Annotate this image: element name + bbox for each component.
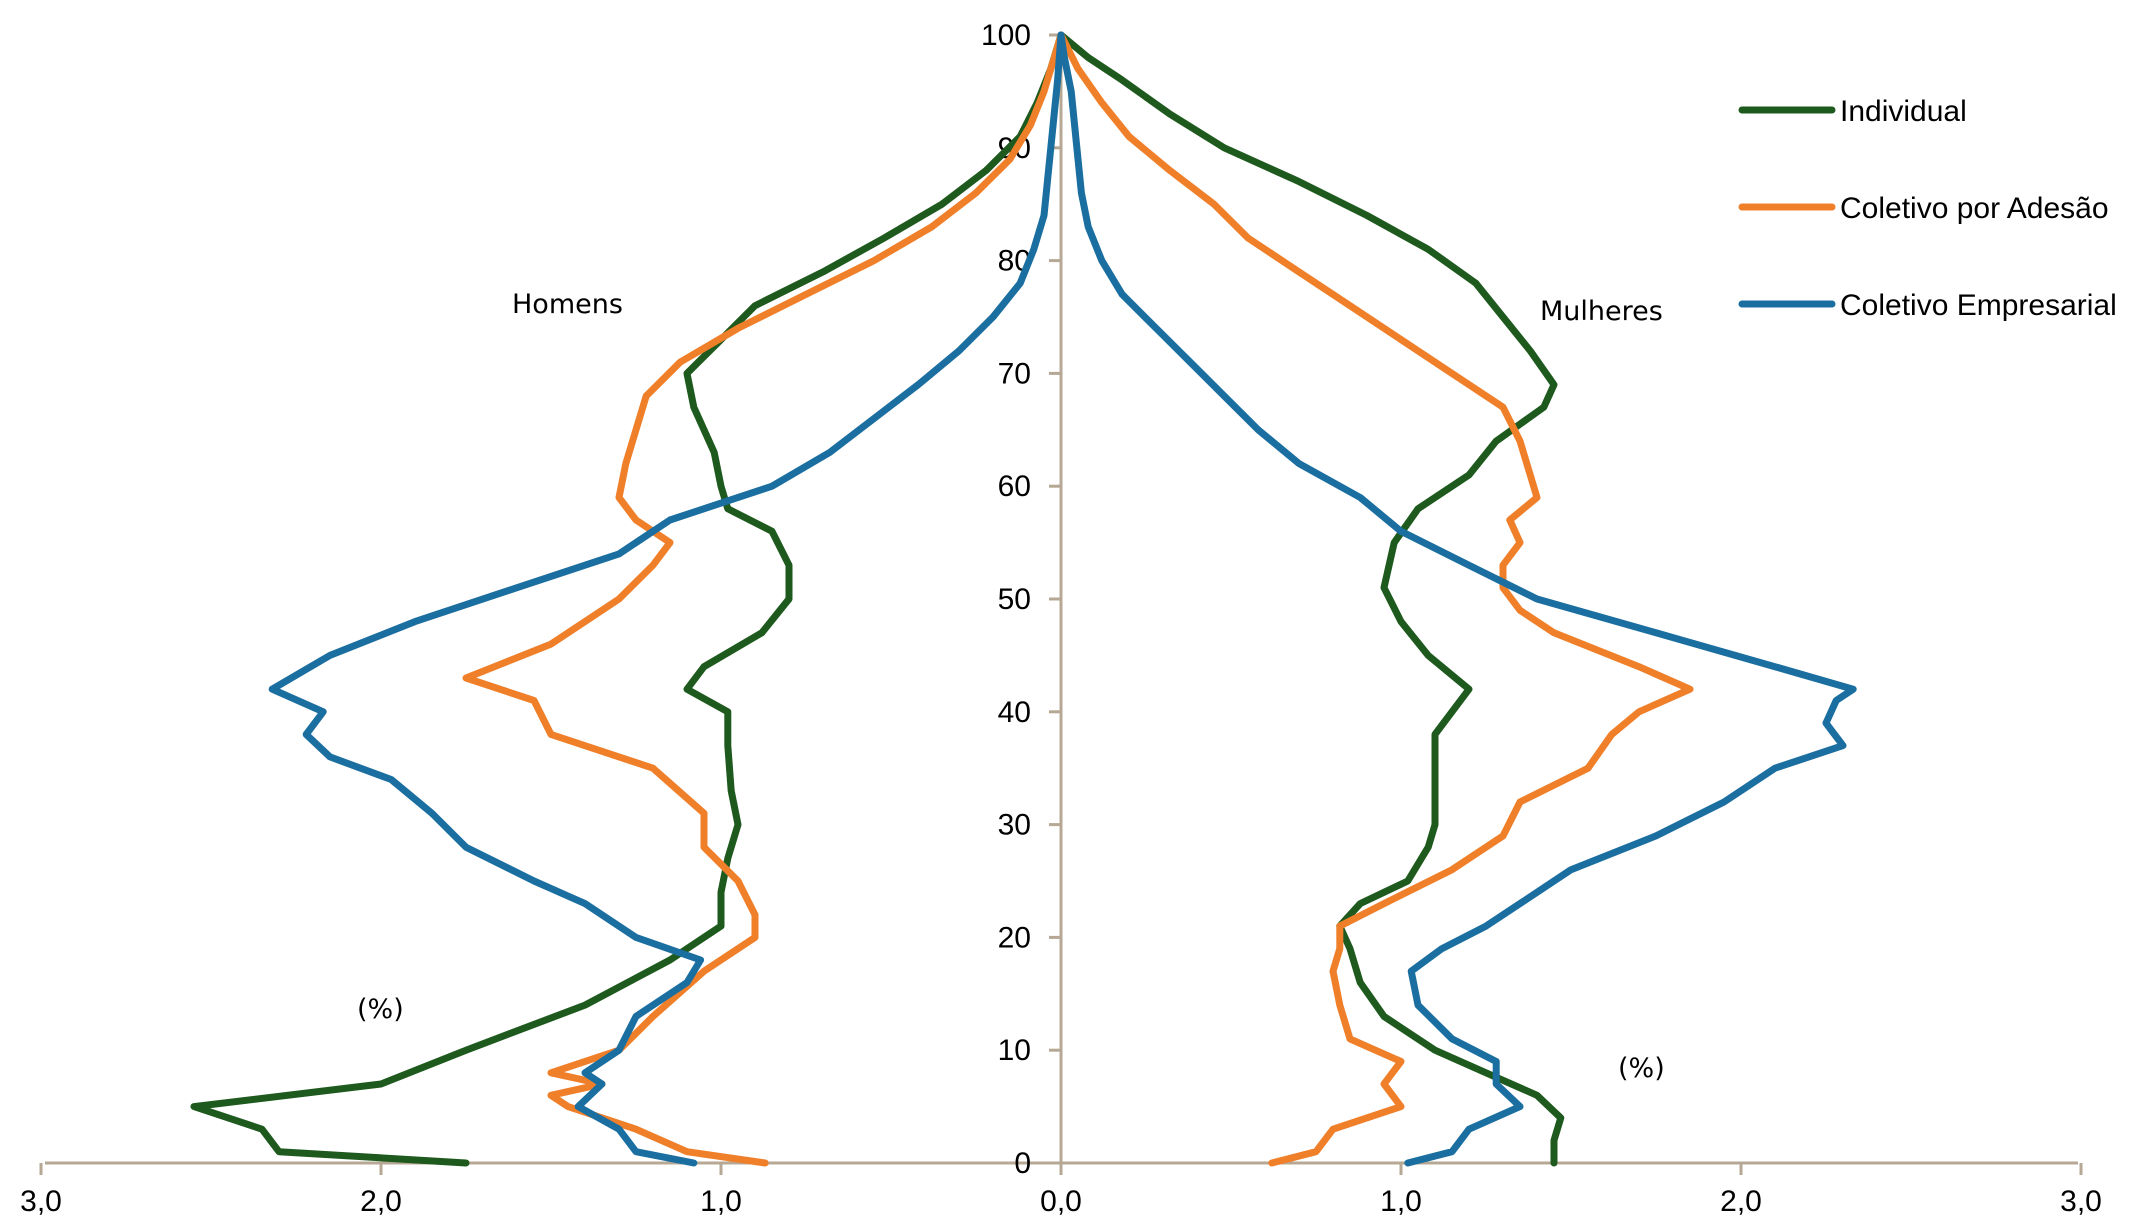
y-tick-label: 10 (998, 1034, 1031, 1067)
right-label-mulheres: Mulheres (1540, 296, 1663, 327)
y-tick-label: 30 (998, 809, 1031, 842)
y-tick-label: 40 (998, 696, 1031, 729)
series-lines (190, 31, 1857, 1167)
y-tick-label: 100 (981, 19, 1031, 52)
y-tick-label: 50 (998, 583, 1031, 616)
right-unit-label: (%) (1618, 1053, 1665, 1084)
series-coletivo-por-ades-o-men-line (462, 31, 1065, 1167)
axes: 3,0 2,0 1,0 0,0 1,0 2,0 3,0 010203040506070809… (20, 19, 2102, 1218)
x-tick-label: 0,0 (1040, 1185, 1082, 1218)
y-tick-label: 0 (1014, 1147, 1031, 1180)
series-individual-women-line (1057, 31, 1565, 1167)
x-tick-label: 2,0 (1720, 1185, 1762, 1218)
y-tick-label: 70 (998, 357, 1031, 390)
legend: Individual Coletivo por Adesão Coletivo Em… (1738, 95, 2117, 322)
series-individual-men-line (190, 31, 1065, 1167)
series-coletivo-empresarial-men-line (268, 31, 1065, 1167)
legend-label: Coletivo Empresarial (1840, 289, 2117, 322)
x-tick-label: 2,0 (360, 1185, 402, 1218)
x-axis-ticks: 3,0 2,0 1,0 0,0 1,0 2,0 3,0 (20, 1163, 2102, 1218)
left-label-homens: Homens (512, 289, 623, 320)
legend-label: Individual (1840, 95, 1967, 128)
x-tick-label: 3,0 (20, 1185, 62, 1218)
y-tick-label: 20 (998, 921, 1031, 954)
legend-label: Coletivo por Adesão (1840, 192, 2109, 225)
x-tick-label: 1,0 (1380, 1185, 1422, 1218)
x-tick-label: 1,0 (700, 1185, 742, 1218)
x-tick-label: 3,0 (2060, 1185, 2102, 1218)
y-tick-label: 60 (998, 470, 1031, 503)
series-coletivo-empresarial-women-line (1057, 31, 1857, 1167)
series-coletivo-por-ades-o-women-line (1057, 31, 1694, 1167)
left-unit-label: (%) (357, 994, 404, 1025)
